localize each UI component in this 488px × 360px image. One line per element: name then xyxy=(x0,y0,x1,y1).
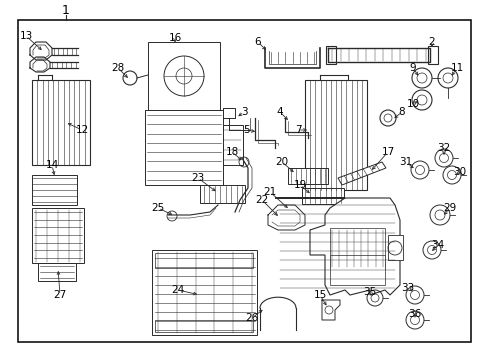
Text: 25: 25 xyxy=(151,203,164,213)
Text: 14: 14 xyxy=(45,160,59,170)
Text: 6: 6 xyxy=(254,37,261,47)
Bar xyxy=(152,250,257,335)
Bar xyxy=(329,228,384,268)
Text: 22: 22 xyxy=(255,195,268,205)
Text: 21: 21 xyxy=(263,187,276,197)
Bar xyxy=(302,188,343,204)
Text: 36: 36 xyxy=(407,309,421,319)
Bar xyxy=(155,253,252,268)
Text: 34: 34 xyxy=(430,240,444,250)
Text: 15: 15 xyxy=(313,290,326,300)
Text: 8: 8 xyxy=(398,107,405,117)
Text: 28: 28 xyxy=(111,63,124,73)
Bar xyxy=(155,320,252,332)
Bar xyxy=(325,46,335,64)
Text: 11: 11 xyxy=(449,63,463,73)
Bar xyxy=(32,208,84,263)
Text: 4: 4 xyxy=(276,107,283,117)
Bar xyxy=(32,80,90,165)
Text: 7: 7 xyxy=(294,125,301,135)
Text: 17: 17 xyxy=(381,147,394,157)
Polygon shape xyxy=(337,162,385,185)
Bar xyxy=(18,20,470,342)
Bar xyxy=(329,255,384,285)
Text: 26: 26 xyxy=(245,313,258,323)
Text: 31: 31 xyxy=(399,157,412,167)
Text: 18: 18 xyxy=(225,147,238,157)
Text: 1: 1 xyxy=(62,4,70,17)
Text: 10: 10 xyxy=(406,99,419,109)
Bar xyxy=(200,185,244,203)
Text: 2: 2 xyxy=(428,37,434,47)
Text: 9: 9 xyxy=(409,63,415,73)
Text: 35: 35 xyxy=(363,287,376,297)
Text: 12: 12 xyxy=(75,125,88,135)
Text: 16: 16 xyxy=(168,33,181,43)
Text: 13: 13 xyxy=(20,31,33,41)
Bar xyxy=(38,263,76,281)
Bar xyxy=(145,110,223,185)
Bar xyxy=(32,175,77,205)
Bar xyxy=(148,42,220,110)
Bar xyxy=(223,125,243,165)
Bar xyxy=(305,80,366,190)
Bar xyxy=(387,235,402,260)
Bar xyxy=(427,46,437,64)
Text: 33: 33 xyxy=(401,283,414,293)
Bar xyxy=(287,168,327,184)
Text: 30: 30 xyxy=(452,167,466,177)
Text: 23: 23 xyxy=(191,173,204,183)
Polygon shape xyxy=(274,198,399,295)
Text: 19: 19 xyxy=(293,180,306,190)
Text: 29: 29 xyxy=(443,203,456,213)
Text: 20: 20 xyxy=(275,157,288,167)
Text: 3: 3 xyxy=(240,107,247,117)
Text: 32: 32 xyxy=(436,143,450,153)
Text: 27: 27 xyxy=(53,290,66,300)
Text: 5: 5 xyxy=(242,125,249,135)
Text: 24: 24 xyxy=(171,285,184,295)
